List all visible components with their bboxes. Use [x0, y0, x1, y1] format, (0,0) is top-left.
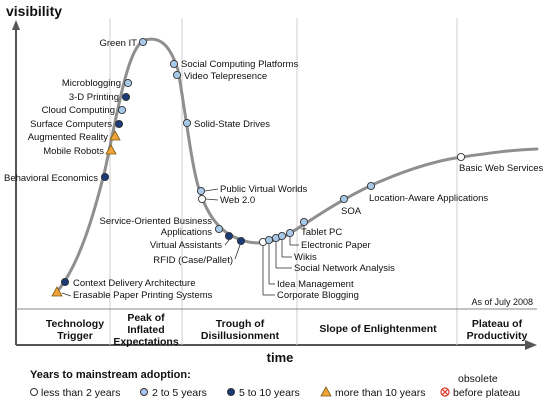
point-augmented-reality	[109, 130, 121, 141]
point-context-delivery-architecture	[60, 277, 70, 287]
point-virtual-assistants	[224, 231, 234, 241]
legend-label-more-than-10: more than 10 years	[335, 387, 425, 399]
label-basic-web-services: Basic Web Services	[459, 163, 544, 174]
point-wikis	[277, 231, 287, 241]
label-green-it: Green IT	[100, 38, 138, 49]
legend: Years to mainstream adoption: less than …	[30, 369, 520, 399]
label-location-aware-applications: Location-Aware Applications	[369, 193, 488, 204]
point-video-telepresence	[172, 70, 182, 80]
date-note: As of July 2008	[471, 297, 533, 307]
point-web-2-0	[197, 194, 207, 204]
label-erasable-paper-printing-systems: Erasable Paper Printing Systems	[73, 290, 213, 301]
legend-label-obsolete: obsolete before plateau	[453, 373, 520, 399]
label-behavioral-economics: Behavioral Economics	[4, 173, 98, 184]
point-public-virtual-worlds	[196, 186, 206, 196]
point-electronic-paper	[285, 228, 295, 238]
point-idea-management	[264, 235, 274, 245]
label-microblogging: Microblogging	[62, 78, 121, 89]
label-video-telepresence: Video Telepresence	[184, 71, 267, 82]
legend-marker-2-to-5	[140, 388, 148, 396]
data-labels: Green IT Social Computing PlatformsVideo …	[4, 38, 544, 301]
label-context-delivery-architecture: Context Delivery Architecture	[73, 278, 196, 289]
point-social-computing-platforms	[169, 59, 179, 69]
legend-label-less-than-2: less than 2 years	[41, 387, 120, 399]
phase-grid	[16, 18, 537, 345]
label-wikis: Wikis	[294, 252, 317, 263]
legend-title: Years to mainstream adoption:	[30, 369, 191, 381]
y-axis-label: visibility	[6, 3, 62, 19]
label-tablet-pc: Tablet PC	[301, 227, 342, 238]
point-green-it	[138, 37, 148, 47]
label-3-d-printing: 3-D Printing	[69, 92, 119, 103]
y-axis-arrow-icon	[12, 20, 20, 30]
point-mobile-robots	[105, 144, 117, 155]
leader-lines	[61, 188, 305, 297]
label-electronic-paper: Electronic Paper	[301, 240, 371, 251]
point-surface-computers	[114, 119, 124, 129]
phase-label-trough: Trough of Disillusionment	[201, 318, 280, 342]
label-web-2-0: Web 2.0	[220, 195, 255, 206]
label-social-network-analysis: Social Network Analysis	[294, 263, 395, 274]
point-location-aware-applications	[366, 181, 376, 191]
legend-marker-obsolete-icon	[440, 387, 450, 397]
label-soa: SOA	[341, 206, 362, 217]
legend-label-2-to-5: 2 to 5 years	[152, 387, 207, 399]
label-mobile-robots: Mobile Robots	[43, 146, 104, 157]
x-axis-label: time	[267, 350, 294, 365]
label-idea-management: Idea Management	[277, 279, 354, 290]
label-service-oriented-business-applications: Service-Oriented Business Applications	[100, 216, 213, 238]
legend-label-5-to-10: 5 to 10 years	[239, 387, 300, 399]
axes: visibility time	[6, 3, 537, 365]
leader-line	[234, 244, 241, 260]
label-surface-computers: Surface Computers	[30, 119, 112, 130]
phase-label-slope: Slope of Enlightenment	[319, 323, 437, 335]
point-erasable-paper-printing-systems	[51, 286, 63, 297]
leader-line	[205, 198, 219, 201]
point-soa	[339, 194, 349, 204]
point-basic-web-services	[456, 152, 466, 162]
legend-marker-more-than-10	[320, 386, 332, 397]
phase-label-technology-trigger: Technology Trigger	[46, 318, 104, 342]
label-augmented-reality: Augmented Reality	[28, 132, 109, 143]
leader-line	[61, 292, 72, 297]
point-solid-state-drives	[182, 118, 192, 128]
label-solid-state-drives: Solid-State Drives	[194, 119, 270, 130]
label-virtual-assistants: Virtual Assistants	[150, 240, 222, 251]
label-rfid-case-pallet: RFID (Case/Pallet)	[153, 255, 233, 266]
x-axis-arrow-icon	[525, 340, 537, 350]
phase-labels: Technology Trigger Peak of Inflated Expecta…	[46, 312, 528, 348]
point-rfid-case-pallet	[236, 236, 246, 246]
label-public-virtual-worlds: Public Virtual Worlds	[220, 184, 308, 195]
label-corporate-blogging: Corporate Blogging	[277, 290, 359, 301]
legend-marker-5-to-10	[227, 388, 235, 396]
point-service-oriented-business-applications	[214, 224, 224, 234]
point-tablet-pc	[299, 217, 309, 227]
legend-marker-less-than-2	[30, 388, 38, 396]
point-cloud-computing	[117, 105, 127, 115]
point-behavioral-economics	[100, 172, 110, 182]
point-3-d-printing	[121, 92, 131, 102]
data-points	[51, 37, 466, 297]
label-social-computing-platforms: Social Computing Platforms	[181, 59, 298, 70]
label-cloud-computing: Cloud Computing	[42, 105, 115, 116]
phase-label-peak: Peak of Inflated Expectations	[113, 312, 179, 348]
leader-line	[204, 188, 219, 192]
leader-line	[224, 239, 230, 246]
phase-label-plateau: Plateau of Productivity	[467, 318, 528, 342]
point-microblogging	[123, 78, 133, 88]
